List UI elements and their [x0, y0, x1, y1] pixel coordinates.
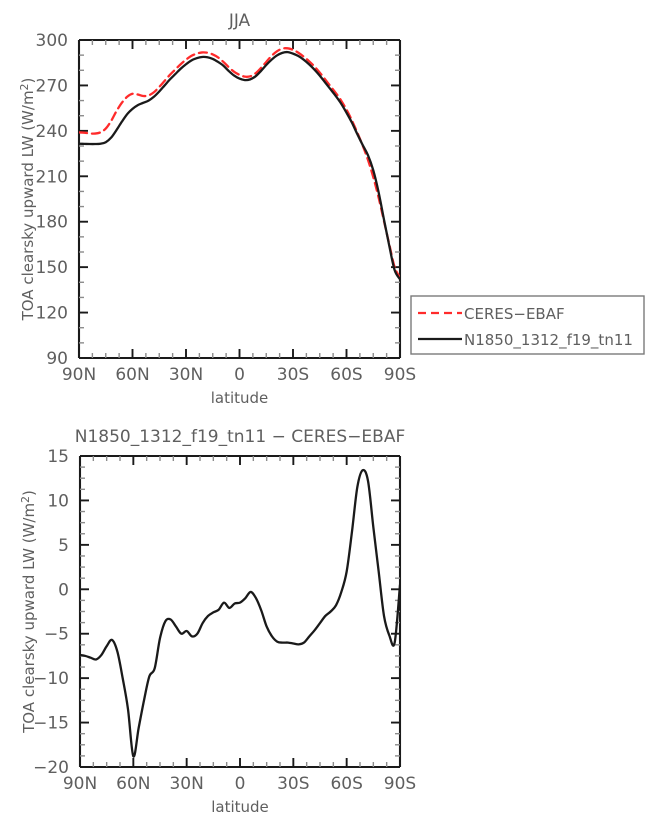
- y-axis-title-base: TOA clearsky upward LW (W/m: [20, 503, 38, 734]
- y-tick-label: 15: [47, 447, 69, 467]
- y-axis-title-tail: ): [19, 78, 37, 84]
- x-tick-label: 30N: [169, 365, 203, 385]
- y-tick-label: 300: [36, 31, 68, 51]
- x-axis-title-bottom-panel: latitude: [211, 798, 269, 816]
- y-tick-label: 10: [47, 491, 69, 511]
- y-tick-label: −10: [33, 669, 69, 689]
- x-tick-label: 30N: [169, 774, 203, 794]
- legend-box: [410, 295, 645, 355]
- y-axis-title-tail: ): [20, 490, 38, 496]
- x-tick-label: 0: [234, 365, 245, 385]
- y-tick-label: 270: [36, 76, 68, 96]
- y-tick-label: −20: [33, 758, 69, 778]
- y-tick-label: 180: [36, 213, 68, 233]
- panel-bottom-panel: N1850_1312_f19_tn11 − CERES−EBAF 90N 60N 30…: [19, 427, 416, 816]
- y-tick-label: 240: [36, 122, 68, 142]
- legend-label-1: N1850_1312_f19_tn11: [464, 331, 633, 350]
- y-axis-title-top-panel: TOA clearsky upward LW (W/m2): [18, 78, 37, 322]
- x-tick-label: 90S: [384, 774, 416, 794]
- x-axis-title-top-panel: latitude: [211, 389, 269, 407]
- series-line-1: [79, 50, 400, 281]
- x-tick-label: 0: [235, 774, 246, 794]
- x-tick-label: 30S: [277, 365, 309, 385]
- series-line-0: [80, 468, 400, 758]
- x-tick-label: 30S: [277, 774, 309, 794]
- y-tick-label: 210: [36, 167, 68, 187]
- series-group-bottom-panel: [80, 468, 400, 758]
- y-tick-label: 90: [46, 349, 68, 369]
- series-line-0: [79, 47, 400, 279]
- y-axis-title-exponent: 2: [19, 496, 32, 503]
- y-axis-title-exponent: 2: [18, 83, 31, 90]
- y-axis-title-bottom-panel: TOA clearsky upward LW (W/m2): [19, 490, 38, 734]
- x-tick-label: 90N: [62, 365, 96, 385]
- y-tick-label: −15: [33, 714, 69, 734]
- x-tick-label: 60N: [115, 365, 149, 385]
- y-tick-label: 0: [58, 580, 69, 600]
- x-tick-label: 90N: [63, 774, 97, 794]
- y-tick-label: 120: [36, 304, 68, 324]
- legend-label-0: CERES−EBAF: [464, 305, 565, 323]
- series-group-top-panel: [79, 47, 400, 281]
- legend[interactable]: CERES−EBAF N1850_1312_f19_tn11: [410, 295, 645, 355]
- panel-top-panel: JJA 90N 60N 30N 0 30S 60S 90S 90 120 150 180 210 240 2…: [18, 11, 416, 407]
- y-tick-label: 5: [58, 536, 69, 556]
- x-tick-label: 90S: [384, 365, 416, 385]
- x-tick-label: 60S: [330, 774, 362, 794]
- y-tick-label: −5: [44, 625, 69, 645]
- x-tick-label: 60N: [116, 774, 150, 794]
- x-tick-label: 60S: [330, 365, 362, 385]
- panel-title-bottom-panel: N1850_1312_f19_tn11 − CERES−EBAF: [75, 427, 406, 447]
- y-tick-label: 150: [36, 258, 68, 278]
- y-axis-title-base: TOA clearsky upward LW (W/m: [19, 90, 37, 321]
- panel-title-top-panel: JJA: [228, 11, 251, 31]
